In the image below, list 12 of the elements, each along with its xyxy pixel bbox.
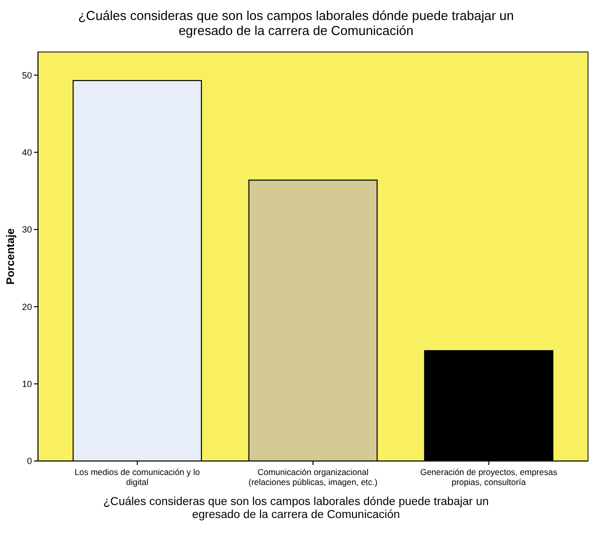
y-tick-label: 40 <box>22 147 32 158</box>
y-tick-label: 0 <box>26 456 32 466</box>
y-tick-label: 10 <box>22 378 32 389</box>
x-axis-title: ¿Cuáles consideras que son los campos laborales dónde puede trabajar un egresado de la carrera de Comunicación <box>103 496 489 521</box>
y-tick-label: 30 <box>22 224 32 235</box>
x-tick-label: Los medios de comunicación y lo digital <box>74 467 200 487</box>
y-tick-label: 20 <box>22 302 32 312</box>
y-tick-label: 50 <box>22 70 32 80</box>
x-tick-label: Generación de proyectos, empresas propias, consultoría <box>420 467 558 487</box>
chart-title: ¿Cuáles consideras que son los campos laborales dónde puede trabajar un egresado de la carrera de Comunicación <box>78 8 514 38</box>
y-axis-title: Porcentaje <box>5 228 17 285</box>
x-tick-label: Comunicación organizacional (relaciones públicas, imagen, etc.) <box>248 467 378 487</box>
